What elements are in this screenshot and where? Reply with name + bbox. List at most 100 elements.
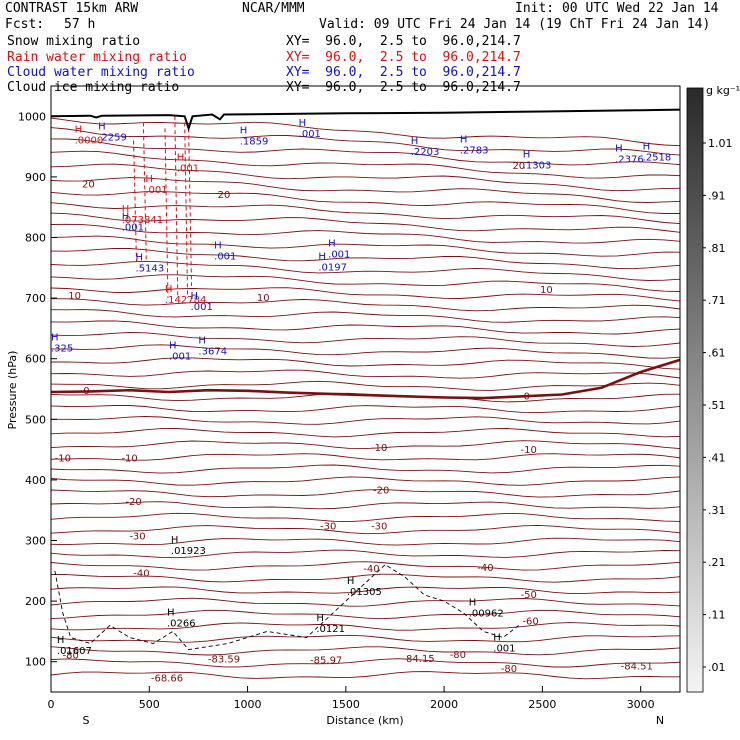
org-label: NCAR/MMM [242, 1, 305, 16]
temperature-contour [51, 202, 680, 225]
temperature-contour [51, 274, 680, 292]
colorbar-unit: g kg⁻¹ [706, 84, 740, 97]
field-xy-cloud-ice: XY= 96.0, 2.5 to 96.0,214.7 [286, 80, 521, 95]
plot-frame [50, 85, 681, 693]
maximum-value: .2376 [615, 155, 644, 166]
forecast-hours: 57 h [64, 17, 96, 32]
temperature-label: 0 [83, 386, 89, 397]
rain-contour [133, 140, 138, 262]
temperature-contour [51, 646, 680, 656]
x-tick-label: 1000 [234, 698, 262, 711]
temperature-label: 10 [257, 293, 270, 304]
maximum-value: .001 [145, 185, 167, 196]
temperature-label: -80 [501, 664, 517, 675]
colorbar-tick-label: .21 [708, 556, 726, 569]
maximum-marker: H [328, 239, 336, 250]
maximum-value: .2203 [411, 147, 440, 158]
field-xy-rain: XY= 96.0, 2.5 to 96.0,214.7 [286, 50, 521, 65]
maximum-value: .001 [122, 222, 144, 233]
maximum-marker: H [347, 576, 355, 587]
temperature-contour [51, 561, 680, 571]
north-label: N [656, 714, 664, 727]
temperature-contour [51, 512, 680, 523]
temperature-contour [51, 223, 680, 244]
temperature-contour [51, 416, 680, 425]
maximum-marker: H [171, 535, 179, 546]
maximum-marker: H [469, 597, 477, 608]
maximum-marker: H [75, 125, 83, 136]
x-tick-label: 3000 [627, 698, 655, 711]
temperature-contour [51, 150, 680, 179]
maximum-value: .5143 [136, 264, 165, 275]
temperature-contour [51, 501, 680, 510]
maximum-marker: H [122, 211, 130, 222]
maximum-marker: H [299, 118, 307, 129]
temperature-label: -80 [62, 650, 78, 661]
x-axis-label: Distance (km) [326, 714, 403, 727]
temperature-contour [51, 609, 680, 620]
temperature-contour [51, 671, 680, 680]
maximum-marker: H [57, 635, 65, 646]
temperature-label: -84.51 [621, 661, 653, 672]
maximum-value: .142784 [165, 295, 206, 306]
model-title: CONTRAST 15km ARW [5, 1, 139, 16]
y-axis-label: Pressure (hPa) [6, 351, 19, 430]
temperature-label: -60 [522, 616, 538, 627]
maximum-value: .2783 [460, 145, 489, 156]
x-tick-label: 2000 [430, 698, 458, 711]
maximum-value: .001 [191, 302, 213, 313]
temperature-contour [51, 177, 680, 203]
colorbar-tick-label: .31 [708, 504, 726, 517]
maximum-value: .0121 [316, 624, 345, 635]
x-tick-label: 1500 [332, 698, 360, 711]
temperature-label: 10 [540, 285, 553, 296]
temperature-contour [51, 428, 680, 438]
temperature-contour [51, 344, 680, 359]
maximum-marker: H [167, 608, 175, 619]
maximum-marker: H [318, 251, 326, 262]
temperature-label: -10 [371, 443, 387, 454]
temperature-label: 20 [82, 180, 95, 191]
colorbar-tick-label: 1.01 [708, 137, 733, 150]
temperature-contour [51, 586, 680, 594]
colorbar-tick-label: .61 [708, 347, 726, 360]
temperature-contour [51, 658, 680, 668]
temperature-contour [51, 235, 680, 257]
maximum-value: .001 [328, 250, 350, 261]
y-tick-label: 400 [25, 474, 46, 487]
temperature-contour [51, 138, 680, 166]
maximum-marker: H [98, 122, 106, 133]
colorbar-tick-label: .51 [708, 399, 726, 412]
maximum-marker: H [214, 240, 222, 251]
temperature-contour [51, 537, 680, 546]
rain-contour [142, 122, 147, 262]
temperature-label: -30 [371, 521, 387, 532]
maximum-marker: H [177, 153, 185, 164]
maximum-value: .0266 [167, 619, 196, 630]
temperature-contour [51, 597, 680, 607]
temperature-contour [51, 489, 680, 498]
maximum-value: .001 [177, 164, 199, 175]
temperature-contour [51, 260, 680, 281]
cloud-ice-contour [54, 564, 520, 651]
maximum-value: .073841 [122, 215, 163, 226]
south-label: S [83, 714, 90, 727]
temperature-contour [51, 332, 680, 347]
maximum-value: .1859 [240, 136, 269, 147]
temperature-label: -30 [129, 532, 145, 543]
rain-contour [184, 122, 189, 299]
temperature-contour [51, 380, 680, 391]
terrain-line [51, 108, 680, 132]
temperature-label: -20 [125, 497, 141, 508]
temperature-label: -80 [450, 650, 466, 661]
maximum-marker: H [169, 340, 177, 351]
maximum-value: .01607 [57, 646, 92, 657]
field-xy-cloud-water: XY= 96.0, 2.5 to 96.0,214.7 [286, 65, 521, 80]
temperature-contour [51, 163, 680, 192]
temperature-contour [51, 320, 680, 335]
temperature-contour [51, 622, 680, 631]
maximum-marker: H [316, 613, 324, 624]
maximum-marker: H [240, 125, 248, 136]
field-name-snow: Snow mixing ratio [7, 34, 141, 49]
